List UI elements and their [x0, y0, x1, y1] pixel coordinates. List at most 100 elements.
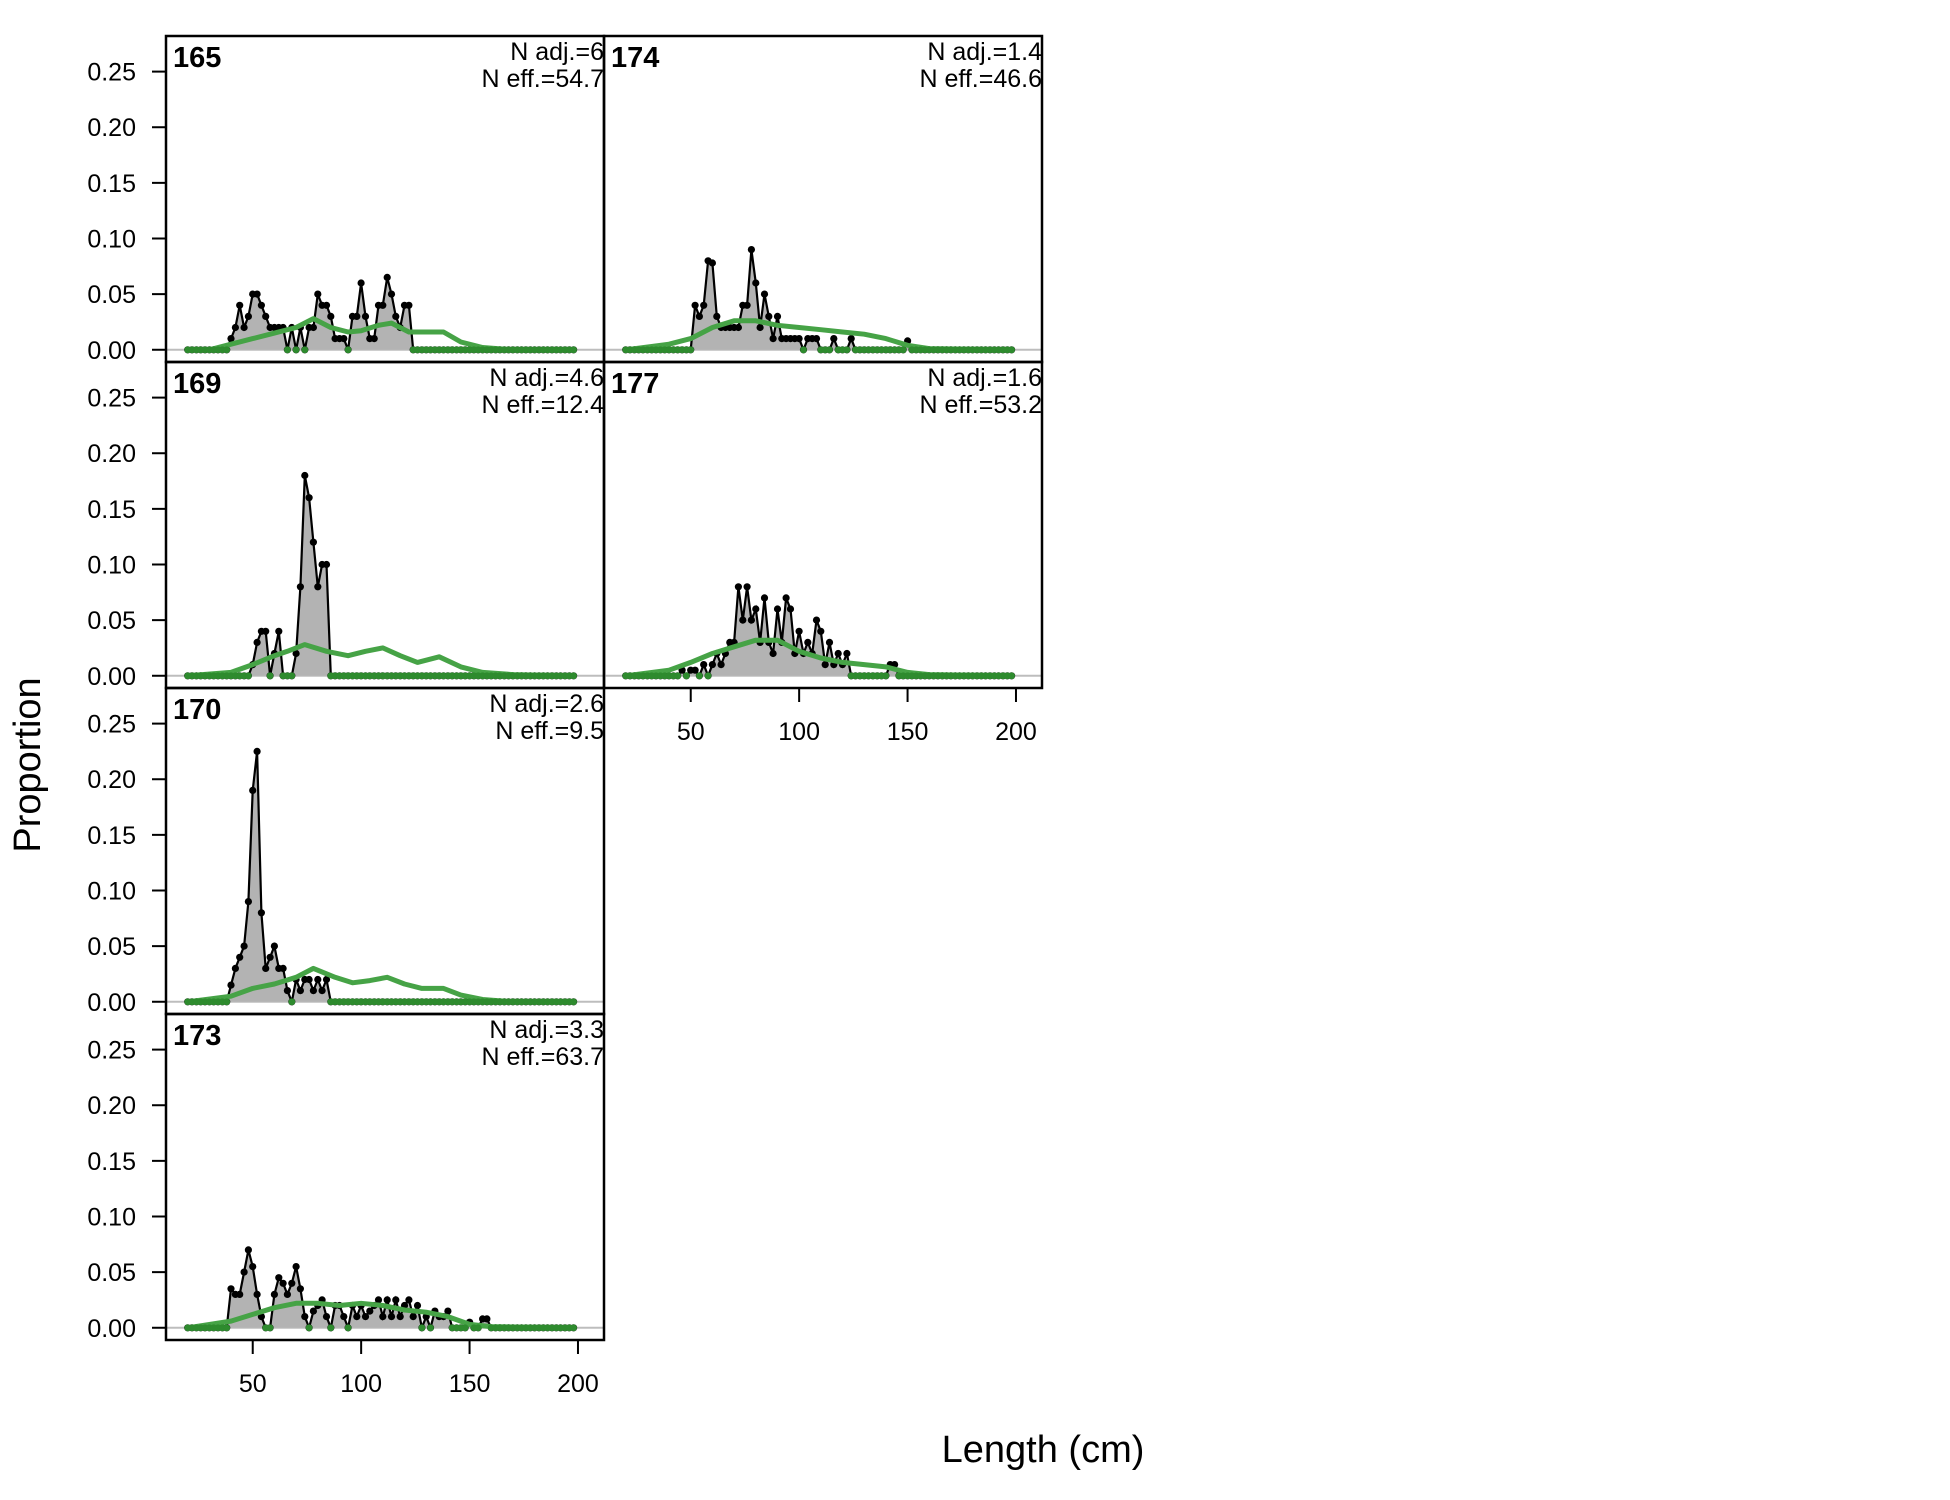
expected-point [327, 1324, 335, 1332]
expected-line [187, 1300, 574, 1331]
y-tick-label: 0.00 [87, 1315, 136, 1343]
panel-174: 174 N adj.=1.4N eff.=46.6 [602, 34, 1044, 364]
expected-point [687, 346, 695, 354]
observed-area [187, 1249, 574, 1328]
observed-point [236, 301, 244, 309]
observed-point [821, 661, 829, 669]
expected-point [301, 346, 309, 354]
observed-point [227, 1285, 235, 1293]
observed-point [309, 538, 317, 546]
observed-point [340, 1313, 348, 1321]
observed-point [227, 981, 235, 989]
observed-point [253, 290, 261, 298]
expected-point [288, 672, 296, 680]
observed-point [292, 1263, 300, 1271]
y-tick-label: 0.05 [87, 933, 136, 961]
observed-point [236, 953, 244, 961]
observed-point [765, 312, 773, 320]
observed-point [700, 661, 708, 669]
observed-point [361, 312, 370, 320]
expected-point [843, 346, 851, 354]
n-eff-label: N eff.=63.7 [481, 1043, 604, 1071]
y-tick-label: 0.20 [87, 440, 136, 468]
observed-point [370, 335, 378, 343]
observed-point [747, 246, 756, 254]
panel-173: 173 N adj.=3.3N eff.=63.7 0.00 0.05 0.10 0.15… [87, 1012, 606, 1398]
y-tick-label: 0.25 [87, 1037, 136, 1065]
observed-point [734, 583, 743, 591]
observed-point [747, 616, 756, 624]
expected-point [674, 672, 682, 680]
observed-point [795, 627, 803, 635]
observed-area [625, 249, 1012, 350]
expected-point [223, 998, 231, 1006]
n-adj-label: N adj.=4.6 [489, 364, 604, 392]
x-tick-label: 100 [340, 1370, 382, 1398]
y-tick-label: 0.25 [87, 711, 136, 739]
observed-point [314, 583, 322, 591]
observed-point [786, 605, 795, 613]
observed-point [383, 1296, 391, 1304]
observed-area [187, 277, 574, 350]
expected-line [187, 316, 574, 353]
observed-point [379, 1313, 387, 1321]
expected-point [683, 672, 690, 680]
expected-point [704, 672, 712, 680]
observed-point [812, 335, 821, 343]
observed-point [760, 594, 769, 602]
observed-point [782, 594, 790, 602]
panel-frame [164, 1012, 606, 1342]
observed-point [257, 909, 265, 917]
y-tick-label: 0.15 [87, 496, 136, 524]
expected-point [570, 998, 577, 1006]
y-tick-label: 0.15 [87, 170, 136, 198]
observed-point [834, 649, 842, 658]
observed-point [275, 1274, 283, 1282]
y-tick-label: 0.00 [87, 663, 136, 691]
expected-point [284, 346, 291, 354]
observed-point [366, 1307, 374, 1315]
expected-point [344, 1324, 352, 1332]
expected-point [288, 998, 296, 1006]
observed-point [817, 627, 825, 635]
observed-point [240, 942, 248, 950]
n-eff-label: N eff.=46.6 [919, 65, 1042, 93]
n-adj-label: N adj.=2.6 [489, 690, 604, 718]
observed-point [292, 649, 300, 658]
observed-point [322, 975, 331, 984]
panel-id-label: 169 [173, 368, 221, 400]
observed-point [353, 1313, 361, 1321]
observed-point [262, 312, 270, 320]
y-tick-label: 0.25 [87, 385, 136, 413]
observed-line [187, 475, 574, 677]
observed-line [625, 249, 1012, 353]
observed-point [227, 335, 235, 343]
x-axis-title: Length (cm) [942, 1429, 1145, 1471]
observed-point [318, 987, 326, 995]
observed-point [361, 1313, 370, 1321]
observed-point [314, 975, 322, 984]
panel-169: 169 N adj.=4.6N eff.=12.4 0.00 0.05 0.10 0.15… [87, 360, 606, 691]
panel-grid: 165 N adj.=6N eff.=54.7 0.00 0.05 0.10 0.15 0.… [87, 34, 1044, 1398]
expected-line [625, 318, 1012, 353]
observed-point [240, 323, 248, 332]
observed-point [244, 898, 252, 906]
expected-point [245, 672, 252, 680]
expected-point [826, 346, 833, 354]
observed-point [795, 335, 803, 343]
y-tick-label: 0.00 [87, 337, 136, 365]
observed-point [743, 583, 751, 591]
observed-point [275, 627, 283, 635]
observed-point [309, 987, 317, 995]
expected-point [266, 672, 274, 680]
expected-point [461, 1324, 469, 1332]
expected-point [696, 672, 703, 680]
observed-point [353, 312, 361, 320]
expected-point [570, 346, 577, 354]
observed-point [717, 661, 725, 669]
observed-point [309, 1307, 317, 1315]
observed-point [262, 627, 270, 635]
observed-point [756, 323, 764, 332]
expected-point [223, 1324, 231, 1332]
observed-point [253, 747, 261, 756]
